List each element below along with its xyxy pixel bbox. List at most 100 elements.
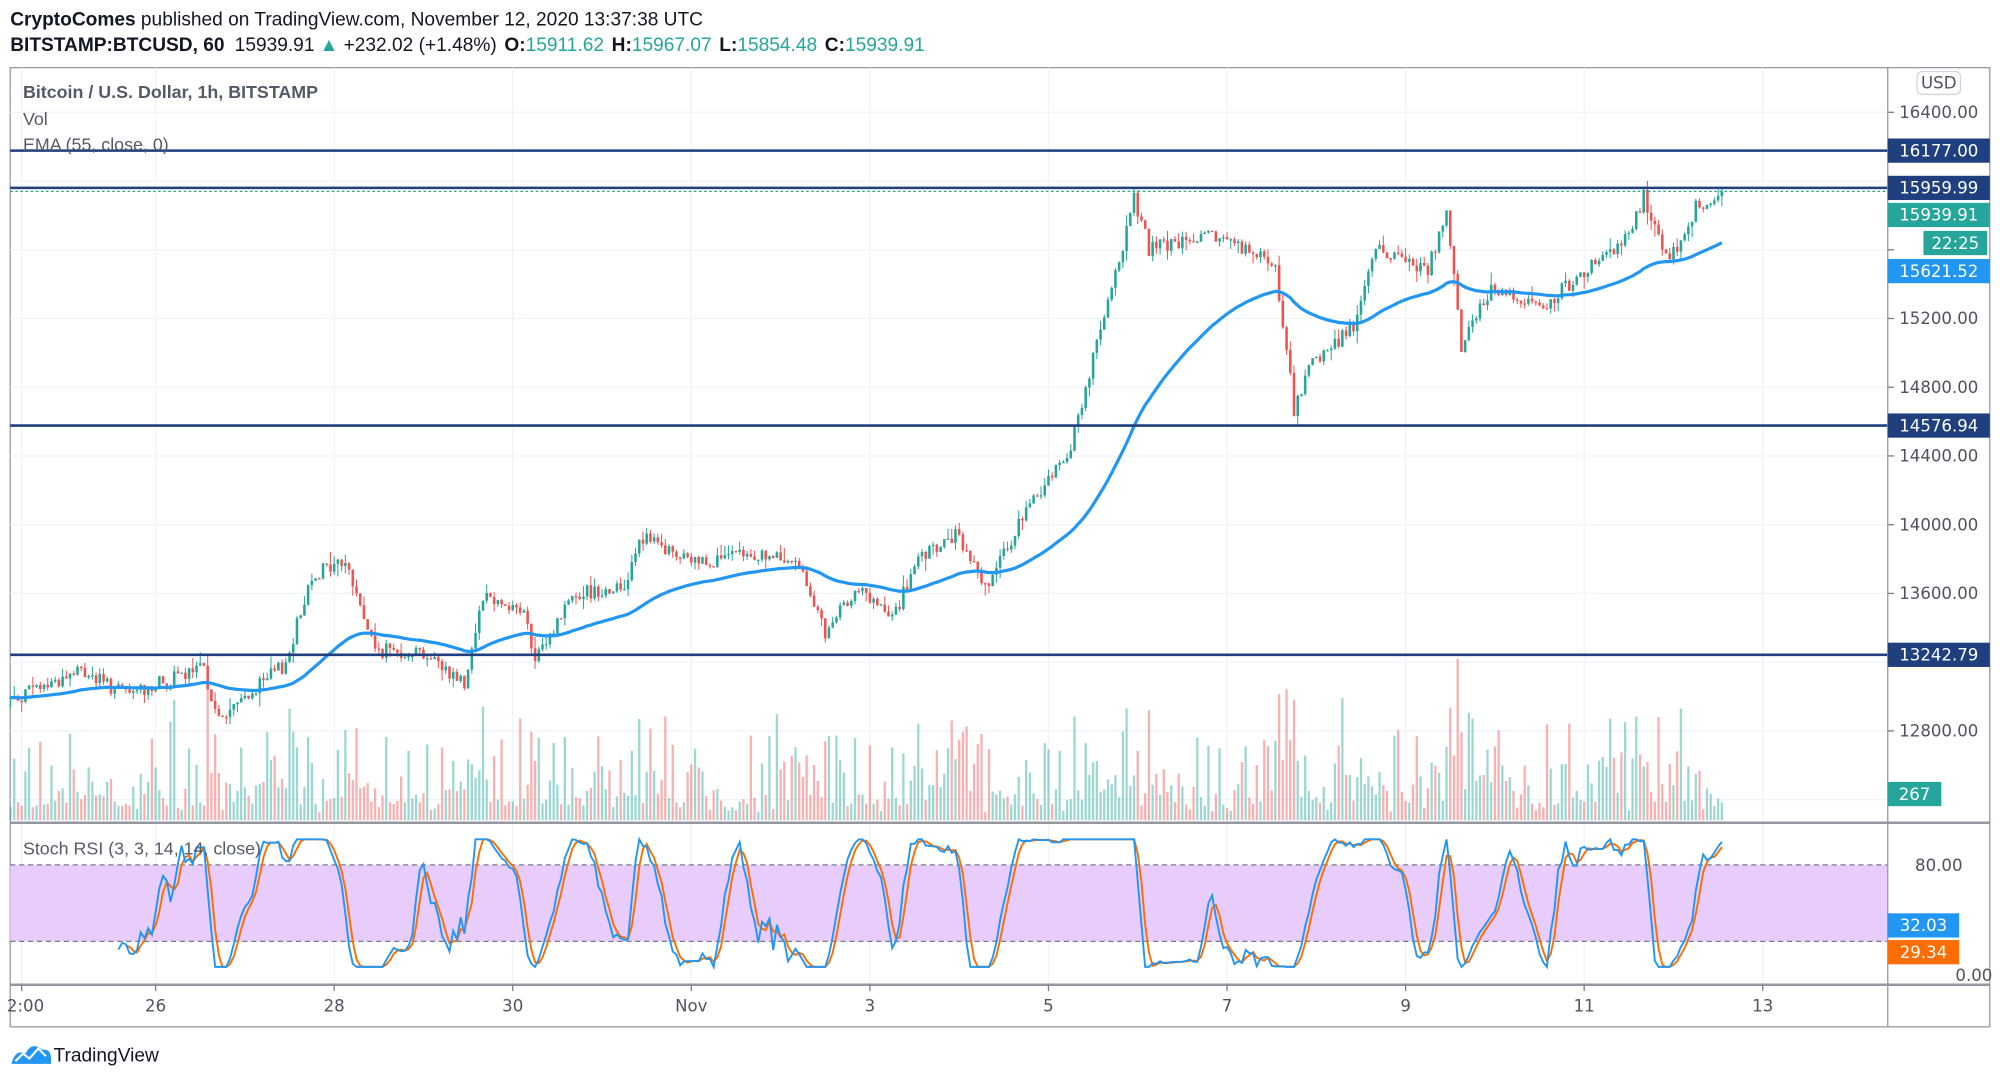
candle-body [1181, 236, 1184, 249]
volume-bar [1716, 798, 1720, 821]
volume-bar [812, 764, 816, 821]
candle-body [1683, 234, 1686, 241]
volume-bar [1062, 810, 1065, 821]
volume-bar [1359, 758, 1363, 821]
volume-bar [414, 794, 418, 821]
volume-bar [266, 731, 269, 821]
candle-body [1698, 200, 1701, 208]
candle-body [1705, 204, 1709, 209]
candle-body [1136, 192, 1140, 217]
volume-bar [1646, 762, 1649, 821]
price-axis[interactable]: 16400.00 15200.00 14800.00 14400.00 14000.00… [1887, 103, 1979, 801]
last-price-badge [1887, 202, 1990, 228]
candle-body [1039, 495, 1043, 497]
volume-bar [853, 738, 857, 821]
candle-body [593, 586, 596, 599]
volume-bar [1292, 699, 1296, 821]
candle-body [1638, 211, 1642, 213]
volume-bar [1259, 801, 1262, 821]
volume-bar [284, 788, 287, 821]
time-tick-label: 26 [145, 997, 166, 1016]
volume-bar [667, 798, 671, 821]
volume-bar [604, 789, 607, 821]
volume-bar [370, 801, 373, 821]
candle-body [1024, 507, 1028, 521]
candle-body [1173, 238, 1177, 242]
candle-body [611, 591, 615, 594]
candle-body [1612, 249, 1616, 255]
author[interactable]: CryptoComes [10, 10, 135, 31]
stoch-legend[interactable]: Stoch RSI (3, 3, 14, 14, close) [23, 839, 261, 859]
candle-body [1341, 330, 1344, 347]
volume-bar [526, 784, 529, 821]
candle-body [1043, 485, 1047, 496]
volume-bar [1255, 764, 1258, 821]
volume-bar [306, 737, 310, 821]
ema-badge [1887, 258, 1990, 284]
candle-body [1348, 324, 1352, 337]
volume-bar [202, 805, 206, 821]
volume-bar [433, 808, 436, 821]
time-tick-label: 5 [1043, 997, 1054, 1016]
candle-body [1207, 230, 1210, 233]
candle-body [649, 533, 652, 542]
volume-bar [857, 794, 860, 821]
candle-body [314, 578, 317, 581]
candle-body [898, 606, 901, 609]
volume-legend[interactable]: Vol [23, 109, 48, 129]
volume-bar [1568, 723, 1571, 821]
tradingview-logo[interactable]: TradingView [11, 1045, 159, 1066]
candle-body [1716, 195, 1720, 201]
candle-body [890, 614, 894, 617]
volume-bar [1289, 740, 1292, 821]
candle-body [515, 605, 518, 608]
candle-body [816, 606, 820, 611]
candle-body [1568, 280, 1571, 291]
currency-badge[interactable] [1916, 70, 1962, 96]
candle-body [931, 544, 935, 546]
candle-body [318, 578, 321, 580]
candle-body [288, 652, 291, 663]
volume-bar [872, 803, 875, 821]
volume-bar [541, 803, 544, 821]
volume-bar [563, 737, 566, 821]
candle-body [1452, 245, 1456, 274]
candle-body [1009, 545, 1013, 550]
volume-bar [556, 784, 559, 821]
volume-bar [1623, 722, 1627, 821]
ema-legend[interactable]: EMA (55, close, 0) [23, 135, 169, 155]
volume-bar [1132, 775, 1136, 821]
candle-body [198, 663, 202, 666]
candle-body [1099, 329, 1102, 340]
candle-body [87, 675, 90, 678]
volume-bar [1463, 789, 1467, 821]
candle-body [786, 560, 790, 563]
volume-bar [106, 782, 109, 821]
candle-body [1649, 212, 1653, 221]
level-label: 14576.94 [1899, 416, 1978, 435]
candle-body [823, 618, 827, 639]
volume-bar [935, 750, 939, 821]
volume-bar [117, 805, 120, 821]
candle-body [1236, 241, 1240, 244]
candle-body [1657, 224, 1660, 235]
candle-body [470, 648, 474, 670]
volume-bar [1456, 658, 1459, 821]
candle-body [1218, 238, 1221, 242]
volume-bar [1151, 784, 1154, 821]
volume-bar [623, 792, 626, 821]
candle-body [1467, 326, 1471, 341]
volume-bar [969, 790, 972, 821]
time-axis[interactable]: 2:00 26 28 30 Nov 3 5 7 9 11 13 [7, 984, 1773, 1016]
candle-body [809, 586, 812, 596]
candle-body [474, 632, 477, 649]
volume-bar [1553, 805, 1556, 821]
candle-body [128, 689, 131, 693]
volume-bar [742, 799, 745, 821]
candle-body [615, 583, 619, 592]
candle-body [165, 683, 169, 688]
volume-bar [154, 767, 157, 821]
volume-bar [1251, 803, 1255, 821]
candle-body [425, 658, 429, 660]
